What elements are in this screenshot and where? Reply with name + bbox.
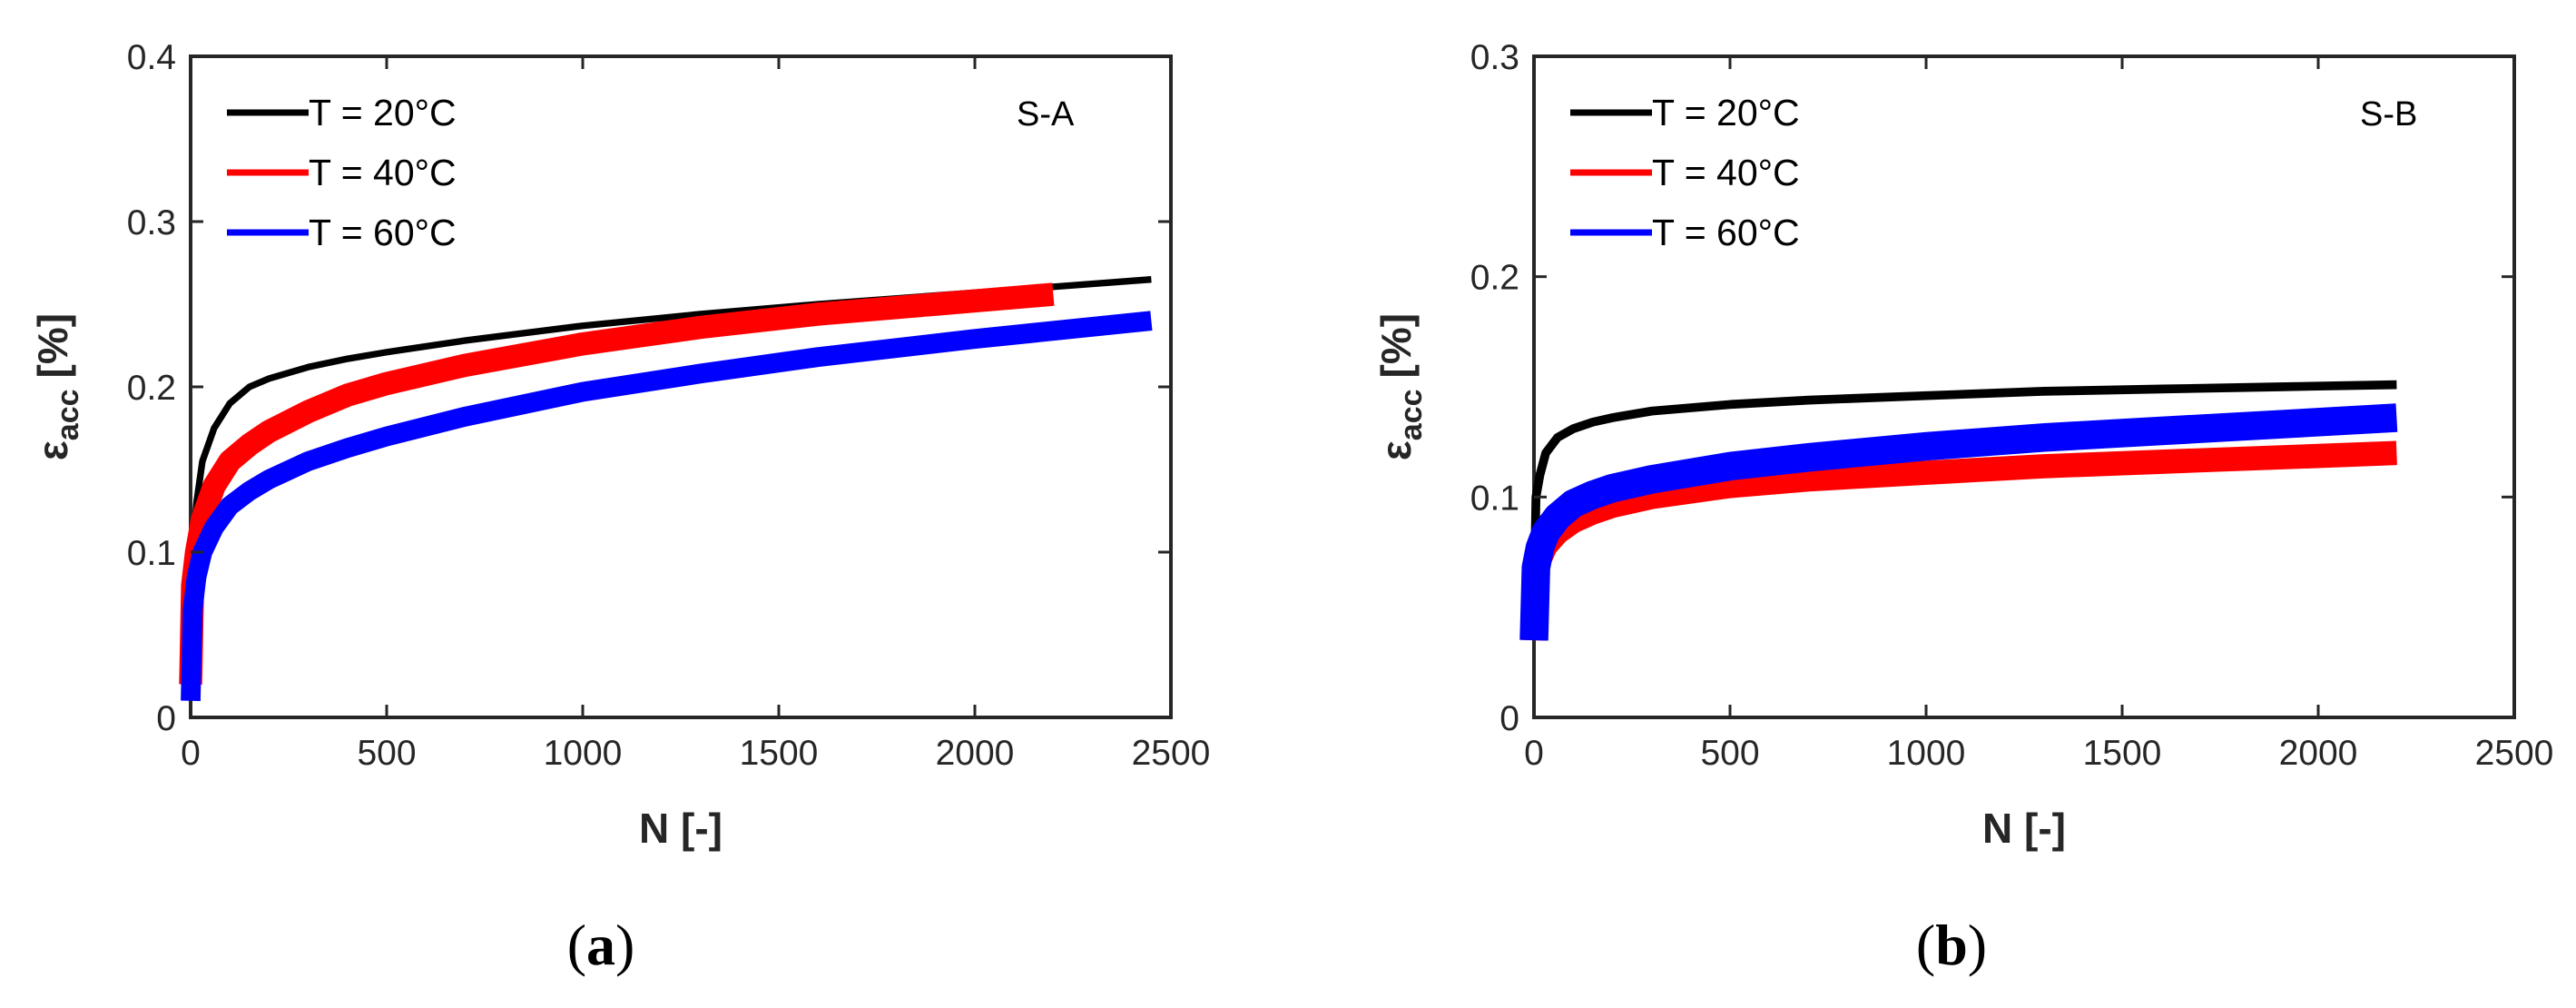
x-tick-label-a-5: 2500	[1132, 734, 1211, 773]
panel-a: 0 500 1000 1500 2000 2500 0 0.1 0.2 0.3 0.4 T = 20…	[29, 38, 1210, 977]
y-axis-label-main-b: ε	[1372, 440, 1420, 460]
y-axis-label-sub-a: acc	[51, 389, 85, 440]
legend-a: T = 20°C T = 40°C T = 60°C	[227, 92, 457, 253]
x-tick-label-b-4: 2000	[2279, 734, 2358, 773]
y-axis-label-main-a: ε	[29, 440, 76, 460]
panel-letter-a: a	[586, 913, 615, 977]
ticks-group-a: 0 500 1000 1500 2000 2500 0 0.1 0.2 0.3 0.4	[127, 38, 1211, 773]
panel-letter-b: b	[1935, 913, 1968, 977]
x-tick-label-b-3: 1500	[2083, 734, 2162, 773]
x-tick-label-a-1: 500	[357, 734, 416, 773]
series-group-a	[179, 276, 1153, 702]
ticks-group-b: 0 500 1000 1500 2000 2500 0 0.1 0.2 0.3	[1470, 38, 2554, 773]
series-line-a-t-60-c	[181, 311, 1153, 702]
series-line-b-t-60-c	[1519, 403, 2398, 641]
annotation-s-a: S-A	[1017, 95, 1075, 133]
legend-label-60c-a: T = 60°C	[309, 212, 457, 253]
legend-label-40c-b: T = 40°C	[1652, 152, 1800, 193]
x-axis-label-b: N [-]	[1982, 805, 2066, 852]
y-tick-label-b-1: 0.1	[1470, 479, 1519, 518]
x-tick-label-b-5: 2500	[2475, 734, 2554, 773]
y-axis-label-sub-b: acc	[1394, 389, 1429, 440]
panel-label-a: (a)	[567, 913, 635, 977]
x-tick-label-b-2: 1000	[1887, 734, 1966, 773]
annotation-s-b: S-B	[2360, 95, 2417, 133]
legend-label-40c-a: T = 40°C	[309, 152, 457, 193]
panel-label-b: (b)	[1916, 913, 1987, 977]
y-axis-label-a: εacc [%]	[29, 313, 85, 460]
y-tick-label-b-0: 0	[1499, 699, 1519, 738]
x-tick-label-b-1: 500	[1700, 734, 1759, 773]
legend-b: T = 20°C T = 40°C T = 60°C	[1570, 92, 1800, 253]
x-tick-label-a-3: 1500	[740, 734, 819, 773]
x-tick-label-a-2: 1000	[544, 734, 623, 773]
y-tick-label-b-2: 0.2	[1470, 259, 1519, 298]
y-tick-label-a-4: 0.4	[127, 38, 176, 77]
y-tick-label-a-1: 0.1	[127, 534, 176, 573]
x-tick-label-a-4: 2000	[936, 734, 1015, 773]
y-axis-label-unit-a: [%]	[29, 313, 76, 379]
legend-label-20c-b: T = 20°C	[1652, 92, 1800, 133]
x-axis-label-a: N [-]	[639, 805, 723, 852]
series-line-a-t-20-c	[187, 276, 1152, 685]
y-tick-label-b-3: 0.3	[1470, 38, 1519, 77]
y-axis-label-b: εacc [%]	[1372, 313, 1429, 460]
x-tick-label-a-0: 0	[181, 734, 201, 773]
x-tick-label-b-0: 0	[1524, 734, 1544, 773]
series-group-b	[1519, 380, 2398, 641]
y-tick-label-a-0: 0	[156, 699, 176, 738]
legend-label-60c-b: T = 60°C	[1652, 212, 1800, 253]
y-axis-label-unit-b: [%]	[1372, 313, 1420, 379]
panel-b: 0 500 1000 1500 2000 2500 0 0.1 0.2 0.3 T = 20°C …	[1372, 38, 2553, 977]
legend-label-20c-a: T = 20°C	[309, 92, 457, 133]
y-tick-label-a-2: 0.2	[127, 369, 176, 408]
y-tick-label-a-3: 0.3	[127, 203, 176, 242]
series-line-a-t-40-c	[179, 282, 1055, 685]
series-line-b-t-20-c	[1529, 380, 2397, 608]
